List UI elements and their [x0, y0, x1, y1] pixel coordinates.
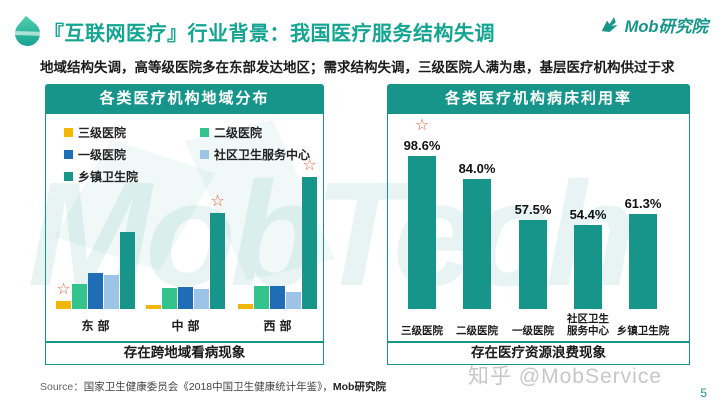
- bar-group-东部: [56, 232, 135, 309]
- legend-item: 社区卫生服务中心: [200, 146, 315, 163]
- x-label-西部: 西部: [263, 319, 296, 333]
- star-marker: ☆: [210, 193, 225, 210]
- legend-label: 三级医院: [78, 126, 127, 140]
- value-label-乡镇卫生院: 61.3%: [624, 196, 662, 211]
- bar-东部-社区卫生服务中心: [104, 275, 119, 309]
- legend-swatch: [200, 150, 209, 159]
- left-chart-footer-note: 存在跨地域看病现象: [45, 342, 324, 365]
- bar-西部-二级医院: [254, 286, 269, 309]
- bar-中部-二级医院: [162, 288, 177, 309]
- source-brand: Mob研究院: [332, 381, 386, 393]
- left-chart-legend: 三级医院 二级医院一级医院 社区卫生服务中心乡镇卫生院: [64, 124, 315, 185]
- left-chart-title: 各类医疗机构地域分布: [45, 84, 324, 114]
- bar-西部-三级医院: [238, 304, 253, 309]
- bar-东部-二级医院: [72, 284, 87, 309]
- source-label: Source：: [40, 381, 84, 393]
- legend-label: 社区卫生服务中心: [214, 148, 311, 162]
- bar-西部-社区卫生服务中心: [286, 292, 301, 309]
- bird-icon: [601, 17, 618, 32]
- star-marker: ☆: [56, 281, 71, 298]
- legend-swatch: [64, 128, 73, 137]
- legend-label: 乡镇卫生院: [78, 170, 139, 184]
- bar-西部-乡镇卫生院: [302, 177, 317, 309]
- x-label-二级医院: 二级医院: [456, 325, 498, 338]
- bar-东部-三级医院: [56, 301, 71, 309]
- bar-西部-一级医院: [270, 286, 285, 309]
- x-label-乡镇卫生院: 乡镇卫生院: [616, 325, 670, 338]
- page-subtitle: 地域结构失调，高等级医院多在东部发达地区；需求结构失调，三级医院人满为患，基层医…: [40, 60, 675, 75]
- mob-logo-text: Mob研究院: [624, 18, 708, 36]
- bar-乡镇卫生院: [629, 214, 657, 309]
- x-label-社区卫生服务中心: 社区卫生服务中心: [567, 312, 609, 338]
- x-label-东部: 东部: [81, 319, 114, 333]
- right-chart-plot-area: 98.6% 三级医院 84.0% 二级医院 57.5% 一级医院 54.4% 社区卫生服务中心…: [387, 114, 690, 342]
- bar-group-中部: [146, 213, 225, 309]
- zhihu-watermark: 知乎 @MobService: [467, 365, 662, 388]
- legend-swatch: [200, 128, 209, 137]
- regional-distribution-chart: 各类医疗机构地域分布 三级医院 二级医院一级医院 社区卫生服务中心乡镇卫生院 东部 中…: [45, 84, 324, 365]
- right-chart-title: 各类医疗机构病床利用率: [387, 84, 690, 114]
- left-chart-plot-area: 三级医院 二级医院一级医院 社区卫生服务中心乡镇卫生院 东部 中部 西部 ☆ ☆ ☆: [45, 114, 324, 342]
- bar-group-西部: [238, 177, 317, 309]
- source-text: 国家卫生健康委员会《2018中国卫生健康统计年鉴》，: [83, 381, 333, 393]
- page-title: 『互联网医疗』行业背景：我国医疗服务结构失调: [44, 23, 495, 45]
- value-label-社区卫生服务中心: 54.4%: [569, 207, 607, 222]
- source-line: Source：国家卫生健康委员会《2018中国卫生健康统计年鉴》，Mob研究院: [40, 379, 386, 394]
- value-label-一级医院: 57.5%: [514, 202, 552, 217]
- bar-中部-一级医院: [178, 287, 193, 309]
- legend-swatch: [64, 172, 73, 181]
- star-marker: ☆: [302, 157, 317, 174]
- leaf-icon: [9, 15, 46, 52]
- bar-社区卫生服务中心: [574, 225, 602, 309]
- star-marker: ☆: [414, 117, 430, 134]
- bar-东部-乡镇卫生院: [120, 232, 135, 309]
- bar-中部-社区卫生服务中心: [194, 289, 209, 309]
- right-chart-footer-note: 存在医疗资源浪费现象: [387, 342, 690, 365]
- bar-中部-三级医院: [146, 305, 161, 309]
- legend-label: 二级医院: [214, 126, 263, 140]
- bar-三级医院: [408, 156, 436, 309]
- legend-item: 二级医院: [200, 124, 315, 141]
- bar-东部-一级医院: [88, 273, 103, 309]
- legend-item: 三级医院: [64, 124, 192, 141]
- x-label-中部: 中部: [171, 319, 204, 333]
- page-number: 5: [700, 386, 707, 400]
- legend-swatch: [64, 150, 73, 159]
- leaf-icon-stripe: [11, 30, 46, 37]
- x-label-三级医院: 三级医院: [401, 325, 443, 338]
- bar-一级医院: [519, 220, 547, 309]
- legend-label: 一级医院: [78, 148, 127, 162]
- bar-二级医院: [463, 179, 491, 309]
- legend-item: 一级医院: [64, 146, 192, 163]
- mob-logo: Mob研究院: [600, 13, 708, 37]
- bar-中部-乡镇卫生院: [210, 213, 225, 309]
- x-label-一级医院: 一级医院: [512, 325, 554, 338]
- bed-utilization-chart: 各类医疗机构病床利用率 98.6% 三级医院 84.0% 二级医院 57.5% 一级医院 5…: [387, 84, 690, 365]
- value-label-二级医院: 84.0%: [458, 161, 496, 176]
- value-label-三级医院: 98.6%: [403, 138, 441, 153]
- legend-item: 乡镇卫生院: [64, 168, 192, 185]
